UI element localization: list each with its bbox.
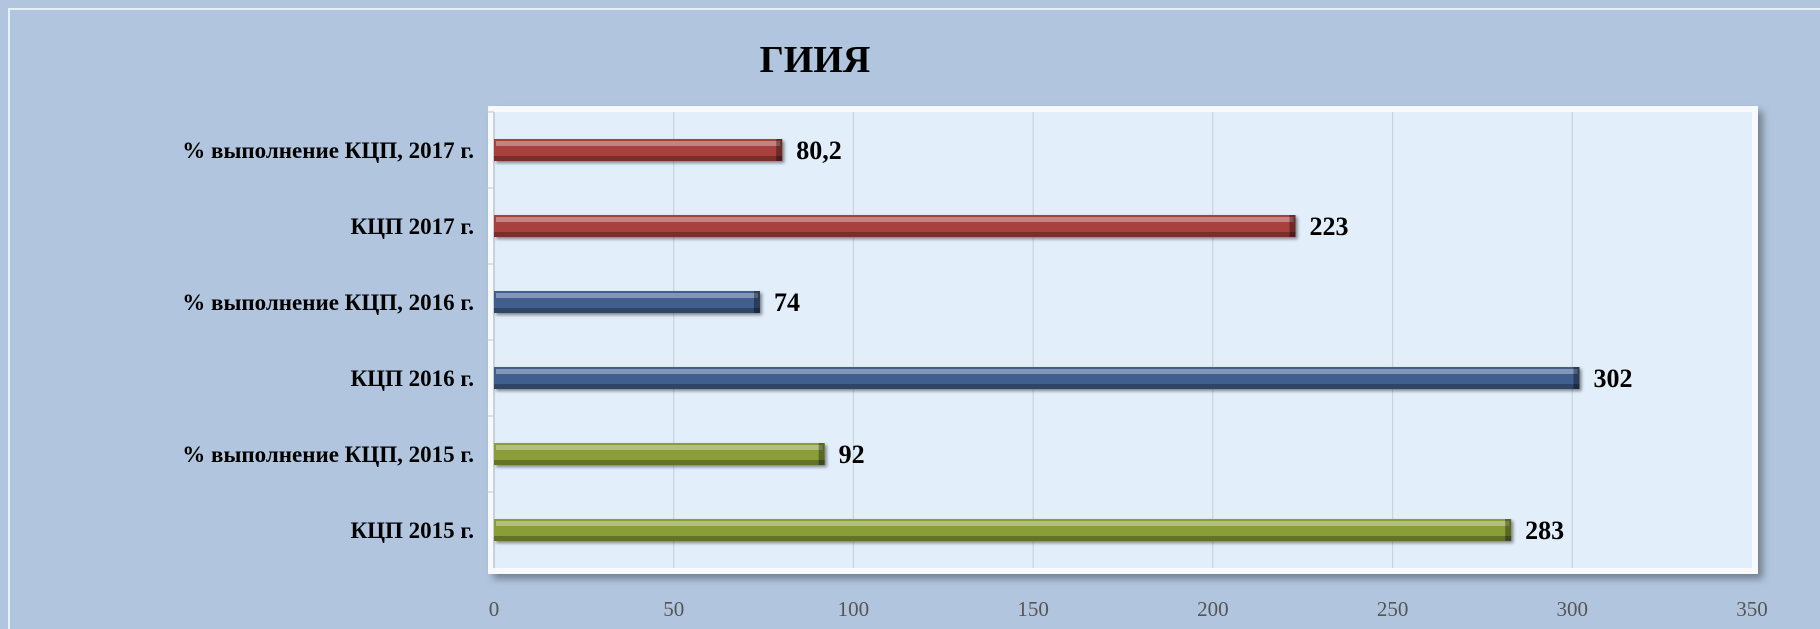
chart-title: ГИИЯ xyxy=(759,39,871,81)
bar-highlight xyxy=(496,521,1510,526)
category-label: % выполнение КЦП, 2016 г. xyxy=(182,290,474,315)
bar-highlight xyxy=(496,141,781,146)
bar-shade xyxy=(494,384,1580,389)
bar-shade xyxy=(494,536,1512,541)
bar-shade xyxy=(494,156,783,161)
bar-end-cap xyxy=(753,291,760,313)
x-tick-label: 0 xyxy=(489,597,500,621)
x-tick-label: 250 xyxy=(1377,597,1409,621)
category-label: КЦП 2015 г. xyxy=(350,518,474,543)
bar-group xyxy=(494,367,1580,389)
bar-end-cap xyxy=(1505,519,1512,541)
data-label: 302 xyxy=(1593,364,1632,393)
bar-highlight xyxy=(496,445,823,450)
bar-group xyxy=(494,139,783,161)
x-tick-label: 200 xyxy=(1197,597,1229,621)
data-label: 74 xyxy=(774,288,800,317)
bar-end-cap xyxy=(1573,367,1580,389)
bar-group xyxy=(494,291,760,313)
data-label: 283 xyxy=(1525,516,1564,545)
bar-end-cap xyxy=(818,443,825,465)
bar-highlight xyxy=(496,217,1294,222)
x-tick-label: 350 xyxy=(1736,597,1768,621)
data-label: 80,2 xyxy=(796,136,842,165)
bar-group xyxy=(494,519,1512,541)
bar-end-cap xyxy=(1289,215,1296,237)
category-label: % выполнение КЦП, 2017 г. xyxy=(182,138,474,163)
data-label: 223 xyxy=(1310,212,1349,241)
bar-highlight xyxy=(496,369,1578,374)
x-tick-label: 50 xyxy=(663,597,684,621)
bar-shade xyxy=(494,460,825,465)
bar-shade xyxy=(494,232,1296,237)
category-label: КЦП 2017 г. xyxy=(350,214,474,239)
plot-area xyxy=(494,112,1752,568)
data-label: 92 xyxy=(839,440,865,469)
bar-highlight xyxy=(496,293,758,298)
bar-shade xyxy=(494,308,760,313)
category-label: % выполнение КЦП, 2015 г. xyxy=(182,442,474,467)
bar-group xyxy=(494,215,1296,237)
bar-end-cap xyxy=(776,139,783,161)
category-label: КЦП 2016 г. xyxy=(350,366,474,391)
x-tick-label: 300 xyxy=(1557,597,1589,621)
bar-group xyxy=(494,443,825,465)
x-tick-label: 150 xyxy=(1017,597,1049,621)
x-tick-label: 100 xyxy=(838,597,870,621)
